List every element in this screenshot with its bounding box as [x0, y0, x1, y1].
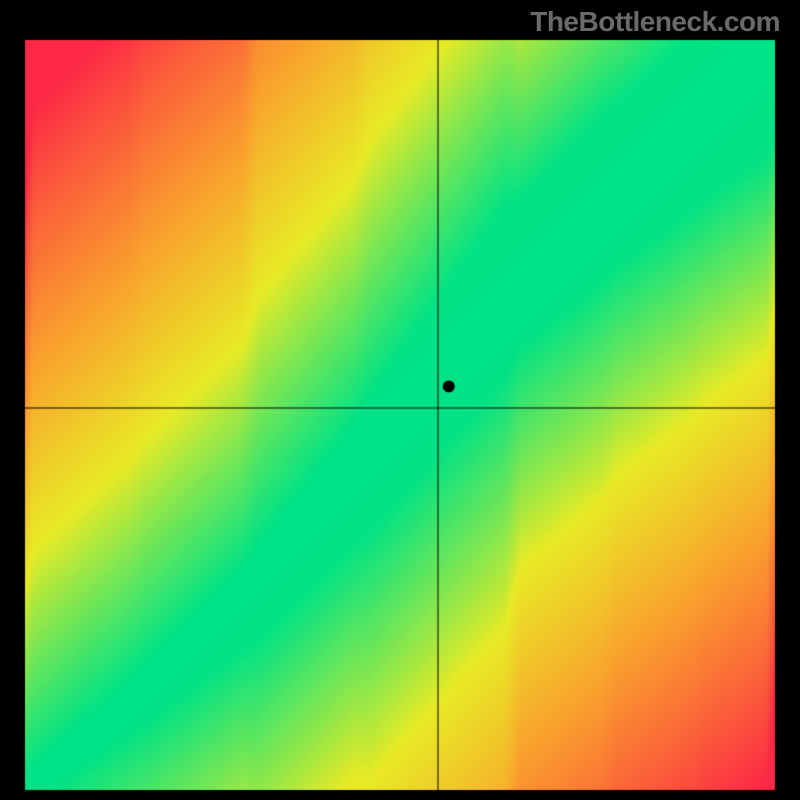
chart-container: TheBottleneck.com — [0, 0, 800, 800]
heatmap-canvas — [0, 0, 800, 800]
watermark-text: TheBottleneck.com — [530, 6, 780, 38]
